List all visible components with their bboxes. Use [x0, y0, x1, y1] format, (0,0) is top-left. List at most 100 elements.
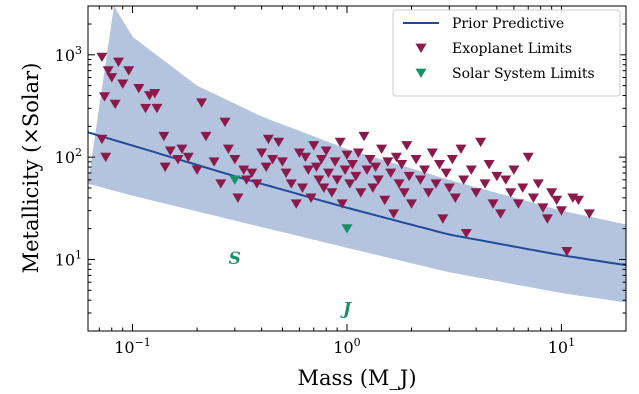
- exoplanet-limit-point: [308, 141, 320, 151]
- exoplanet-limit-point: [346, 159, 358, 170]
- exoplanet-limit-point: [313, 175, 325, 185]
- exoplanet-limit-point: [551, 195, 563, 206]
- exoplanet-limit-point: [339, 165, 351, 175]
- exoplanet-limit-point: [276, 157, 288, 167]
- exoplanet-limit-point: [583, 209, 595, 219]
- exoplanet-limit-point: [505, 188, 517, 198]
- exoplanet-limit-point: [96, 52, 108, 63]
- exoplanet-limit-point: [433, 159, 445, 170]
- exoplanet-limit-point: [376, 144, 388, 154]
- exoplanet-limit-point: [370, 162, 382, 173]
- x-axis-ticks: 10−1 100 101: [98, 6, 627, 357]
- x-tick-label: 101: [548, 336, 575, 357]
- exoplanet-limit-point: [109, 99, 121, 110]
- exoplanet-limit-point: [305, 193, 317, 203]
- exoplanet-limit-point: [437, 214, 449, 224]
- exoplanet-limit-point: [290, 199, 302, 209]
- plot-frame: [87, 5, 627, 332]
- exoplanet-limit-point: [419, 165, 431, 175]
- exoplanet-limit-point: [458, 175, 470, 185]
- exoplanet-limit-point: [229, 155, 241, 165]
- exoplanet-limit-point: [200, 131, 212, 142]
- legend-box: [392, 9, 621, 97]
- exoplanet-limit-point: [96, 134, 108, 145]
- exoplanet-limit-point: [475, 137, 487, 148]
- legend-item-prior-predictive: Prior Predictive: [452, 16, 564, 32]
- exoplanet-limit-point: [260, 162, 272, 173]
- exoplanet-limit-point: [151, 103, 163, 114]
- solar-system-limit-point: [341, 224, 353, 234]
- exoplanet-limit-point: [273, 137, 285, 148]
- solar-system-points: [229, 175, 353, 234]
- exoplanet-limit-point: [241, 175, 253, 185]
- solar-system-limit-point: [229, 175, 241, 185]
- exoplanet-limit-point: [341, 150, 353, 160]
- exoplanet-limit-point: [372, 175, 384, 185]
- exoplanet-limit-point: [117, 79, 129, 89]
- exoplanet-limit-point: [336, 199, 348, 209]
- planet-annotations: SJ: [229, 249, 352, 320]
- exoplanet-limit-point: [182, 152, 194, 163]
- legend: Prior Predictive Exoplanet Limits Solar …: [392, 9, 621, 97]
- exoplanet-limit-point: [293, 148, 305, 158]
- exoplanet-limit-point: [106, 73, 118, 83]
- exoplanet-limit-point: [398, 188, 410, 198]
- exoplanet-limit-point: [123, 66, 135, 76]
- exoplanet-limit-point: [465, 165, 477, 175]
- exoplanet-limit-point: [191, 165, 203, 175]
- exoplanet-limit-point: [361, 165, 373, 175]
- exoplanet-limit-point: [251, 179, 263, 189]
- exoplanet-limit-point: [406, 199, 418, 209]
- exoplanet-limit-point: [159, 162, 171, 173]
- exoplanet-limit-point: [310, 162, 322, 173]
- exoplanet-limit-point: [302, 165, 314, 175]
- exoplanet-limit-point: [449, 193, 461, 203]
- exoplanet-limit-point: [500, 175, 512, 185]
- exoplanet-limit-point: [491, 171, 503, 182]
- exoplanet-limit-point: [329, 157, 341, 167]
- exoplanet-limit-point: [367, 183, 379, 193]
- exoplanet-limit-point: [460, 228, 472, 239]
- exoplanet-limit-point: [470, 188, 482, 198]
- exoplanet-limit-point: [382, 157, 394, 167]
- y-tick-label: 101: [55, 248, 82, 269]
- exoplanet-limit-point: [352, 148, 364, 158]
- exoplanet-limit-point: [222, 144, 234, 154]
- exoplanet-limit-point: [246, 168, 258, 178]
- exoplanet-limit-point: [555, 206, 567, 216]
- exoplanet-limit-point: [546, 188, 558, 198]
- planet-label: J: [340, 300, 352, 320]
- exoplanet-limit-point: [532, 179, 544, 189]
- exoplanet-limit-point: [256, 148, 268, 158]
- exoplanet-limit-point: [410, 155, 422, 165]
- exoplanet-limit-point: [572, 195, 584, 206]
- exoplanet-limit-point: [102, 66, 114, 76]
- exoplanet-limit-point: [426, 148, 438, 158]
- exoplanet-limit-point: [350, 171, 362, 182]
- exoplanet-limit-point: [112, 57, 124, 67]
- exoplanet-limit-point: [299, 152, 311, 163]
- legend-item-exoplanet-limits: Exoplanet Limits: [452, 41, 572, 57]
- exoplanet-limit-point: [390, 152, 402, 163]
- exoplanet-limit-point: [285, 179, 297, 189]
- x-tick-label: 100: [333, 336, 360, 357]
- exoplanet-limit-point: [320, 146, 332, 156]
- exoplanet-limit-point: [318, 183, 330, 193]
- exoplanet-limit-point: [296, 183, 308, 193]
- exoplanet-limit-point: [364, 155, 376, 165]
- exoplanet-limit-point: [267, 155, 279, 165]
- plot-area: SJ: [88, 6, 626, 320]
- exoplanet-limit-point: [149, 88, 161, 99]
- exoplanet-limit-point: [512, 199, 524, 209]
- exoplanet-limit-point: [344, 179, 356, 189]
- exoplanet-limit-point: [537, 203, 549, 213]
- exoplanet-limit-point: [331, 175, 343, 185]
- exoplanet-limit-point: [541, 214, 553, 224]
- exoplanet-limit-point: [215, 179, 227, 189]
- exoplanet-limit-point: [98, 92, 110, 102]
- x-axis-label: Mass (M_J): [297, 366, 416, 390]
- exoplanet-limit-point: [495, 209, 507, 219]
- exoplanet-limit-point: [219, 117, 231, 128]
- exoplanet-limit-point: [176, 144, 188, 154]
